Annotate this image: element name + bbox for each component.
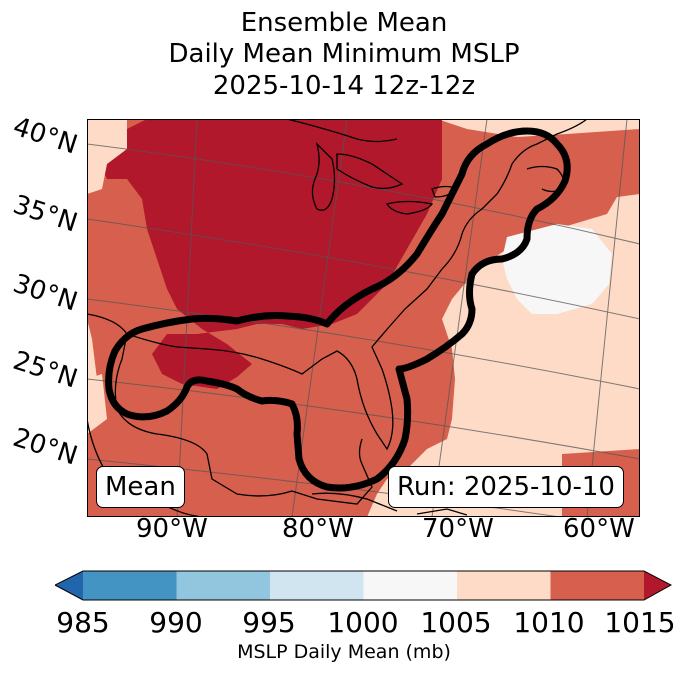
colorbar-tick-1015: 1015 bbox=[604, 606, 676, 639]
run-date-annotation: Run: 2025-10-10 bbox=[388, 466, 624, 508]
pressure-contour bbox=[105, 127, 571, 492]
lat-label-25: 25°N bbox=[9, 345, 81, 395]
colorbar-bin-gt1015 bbox=[644, 571, 671, 600]
colorbar-tick-1010: 1010 bbox=[513, 606, 585, 639]
colorbar-bin-985-990 bbox=[83, 571, 177, 600]
lon-label-80w: 80°W bbox=[282, 514, 354, 544]
chart-title-line-3: 2025-10-14 12z-12z bbox=[212, 71, 476, 101]
field-1005-1010-nw bbox=[87, 119, 127, 194]
lat-label-35: 35°N bbox=[9, 189, 81, 239]
colorbar-bin-1010-1015 bbox=[550, 571, 645, 600]
lon-label-60w: 60°W bbox=[563, 514, 635, 544]
chart-title-line-2: Daily Mean Minimum MSLP bbox=[168, 39, 520, 69]
colorbar-tick-995: 995 bbox=[242, 606, 296, 639]
colorbar bbox=[55, 570, 672, 601]
field-1005-1010-w bbox=[87, 374, 107, 434]
chart-title-line-1: Ensemble Mean bbox=[240, 8, 448, 38]
lat-label-20: 20°N bbox=[9, 422, 81, 472]
colorbar-bin-lt985 bbox=[55, 571, 83, 600]
colorbar-tick-985: 985 bbox=[56, 606, 110, 639]
colorbar-label: MSLP Daily Mean (mb) bbox=[237, 641, 451, 663]
colorbar-tick-990: 990 bbox=[149, 606, 203, 639]
colorbar-tick-1005: 1005 bbox=[420, 606, 492, 639]
lat-label-30: 30°N bbox=[9, 268, 81, 318]
coastlines bbox=[87, 119, 588, 517]
field-1000-1005 bbox=[502, 224, 612, 314]
lon-label-90w: 90°W bbox=[136, 514, 208, 544]
colorbar-tick-1000: 1000 bbox=[327, 606, 399, 639]
lon-label-70w: 70°W bbox=[422, 514, 494, 544]
lat-label-40: 40°N bbox=[9, 111, 81, 161]
colorbar-bin-1005-1010 bbox=[457, 571, 551, 600]
map-frame bbox=[87, 119, 640, 517]
colorbar-bin-995-1000 bbox=[270, 571, 364, 600]
colorbar-bin-1000-1005 bbox=[363, 571, 458, 600]
colorbar-bin-990-995 bbox=[176, 571, 271, 600]
field-above-1015 bbox=[97, 119, 442, 389]
mean-annotation: Mean bbox=[96, 466, 185, 508]
